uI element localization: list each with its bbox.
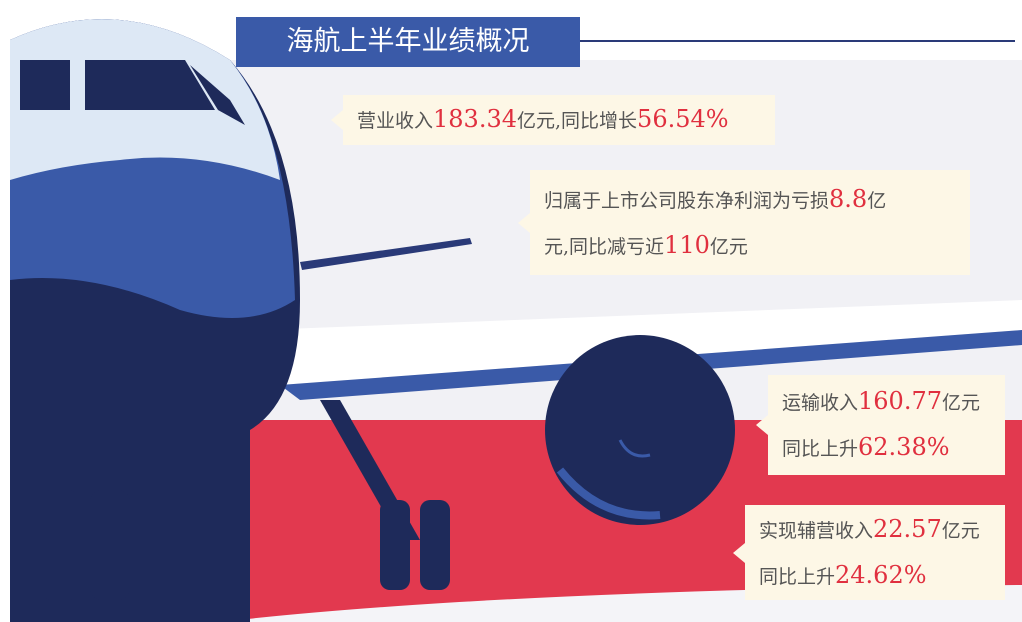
highlight-number: 56.54%	[637, 105, 729, 133]
highlight-number: 62.38%	[858, 433, 950, 461]
text: 同比上升	[782, 438, 859, 460]
highlight-number: 183.34	[433, 105, 517, 133]
highlight-number: 22.57	[873, 514, 942, 543]
callout-line: 同比上升62.38%	[782, 425, 991, 471]
title: 海航上半年业绩概况	[236, 17, 580, 67]
callout: 归属于上市公司股东净利润为亏损8.8亿 元,同比减亏近110亿元	[518, 170, 970, 275]
callout-line: 实现辅营收入22.57亿元	[759, 507, 991, 553]
text: 实现辅营收入	[759, 519, 874, 542]
highlight-number: 160.77	[858, 387, 942, 415]
highlight-number: 24.62%	[835, 560, 927, 589]
highlight-number: 110	[664, 230, 710, 259]
text: 亿	[867, 189, 887, 212]
callout-line: 归属于上市公司股东净利润为亏损8.8亿	[544, 177, 956, 223]
callout-line: 同比上升24.62%	[759, 553, 991, 599]
text: 亿元	[941, 519, 980, 542]
text: 亿元	[942, 392, 981, 414]
callout: 营业收入183.34亿元,同比增长56.54%	[331, 95, 775, 145]
callout: 实现辅营收入22.57亿元 同比上升24.62%	[733, 505, 1005, 600]
callout-line: 元,同比减亏近110亿元	[544, 223, 956, 269]
text: 营业收入	[357, 110, 434, 132]
text: 亿元	[709, 235, 748, 258]
highlight-number: 8.8	[829, 184, 868, 213]
text: 同比上升	[759, 565, 836, 588]
text: 归属于上市公司股东净利润为亏损	[544, 189, 830, 212]
callout-line: 运输收入160.77亿元	[782, 379, 991, 425]
text: 元,同比减亏近	[544, 235, 665, 258]
callout-line: 营业收入183.34亿元,同比增长56.54%	[357, 97, 761, 143]
text: 运输收入	[782, 392, 859, 414]
callout: 运输收入160.77亿元 同比上升62.38%	[756, 375, 1005, 475]
text: 亿元,同比增长	[517, 110, 638, 132]
